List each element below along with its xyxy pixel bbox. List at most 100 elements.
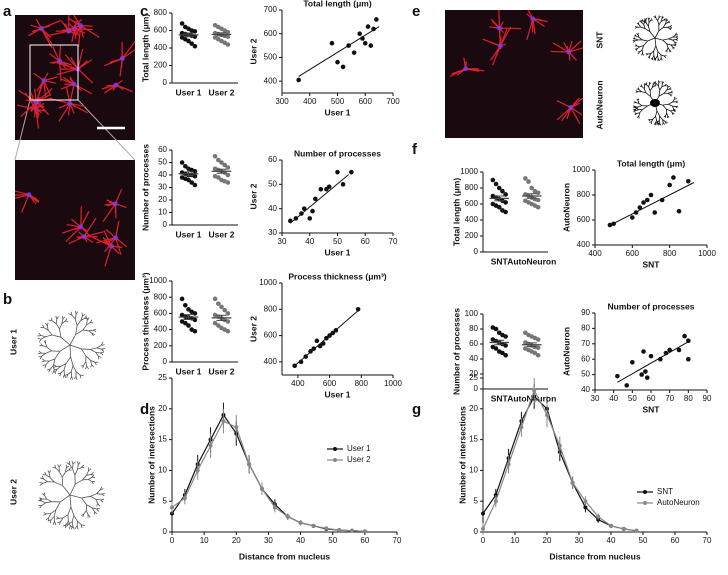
tracing	[72, 468, 76, 476]
tracing	[80, 364, 84, 367]
cell-process	[570, 107, 581, 125]
data-point	[667, 182, 672, 188]
tracing	[649, 87, 653, 92]
tracing	[60, 363, 66, 367]
cell-process	[57, 68, 79, 76]
tracing	[90, 359, 96, 363]
tracing	[72, 526, 75, 530]
cell-process	[556, 100, 572, 108]
tracing	[85, 361, 88, 367]
x-tick-label: 50	[328, 536, 337, 545]
data-point	[326, 184, 332, 190]
cell-process	[550, 50, 569, 53]
cell-process	[33, 101, 38, 118]
tracing	[76, 320, 82, 326]
tracing	[75, 329, 84, 335]
tracing	[56, 366, 61, 370]
tracing	[659, 115, 663, 120]
tracing	[661, 16, 664, 19]
y-tick-label: 20	[469, 369, 478, 378]
cell-process	[532, 18, 548, 23]
tracing	[77, 461, 79, 465]
tracing	[648, 26, 651, 32]
x-tick-label: 30	[591, 394, 600, 403]
y-axis-label: Number of intersections	[457, 406, 467, 504]
y-tick-label: 600	[465, 199, 479, 208]
tracing	[82, 313, 86, 317]
tracing	[100, 498, 105, 501]
tracing	[59, 328, 62, 338]
data-point	[630, 359, 635, 365]
tracing	[64, 374, 68, 376]
tracing	[653, 45, 657, 52]
data-point	[615, 373, 620, 379]
panel-label: a	[3, 3, 12, 20]
tracing	[658, 27, 664, 32]
tracing	[74, 479, 83, 485]
y-tick-label: 400	[264, 76, 278, 85]
tracing	[80, 317, 85, 321]
tracing	[665, 22, 669, 25]
tracing	[94, 511, 98, 515]
data-marker	[545, 412, 549, 417]
tracing	[59, 344, 71, 352]
x-axis-label: SNT	[643, 404, 661, 414]
data-marker	[583, 499, 588, 504]
data-point	[357, 31, 363, 37]
tracing	[655, 55, 658, 59]
tracing	[70, 365, 74, 372]
tracing	[94, 361, 97, 366]
y-tick-label: 40	[158, 170, 167, 179]
tracing	[658, 16, 661, 19]
tracing	[101, 493, 105, 497]
x-tick-label: 600	[626, 249, 640, 258]
legend-label: AutoNeuron	[657, 498, 700, 507]
tracing	[644, 28, 651, 33]
data-point	[340, 64, 346, 70]
method-label: SNT	[594, 31, 604, 49]
tracing	[68, 467, 72, 471]
tracing	[83, 361, 87, 366]
tracing	[665, 113, 668, 116]
tracing	[80, 315, 83, 321]
nucleus	[66, 28, 72, 34]
cell-process	[47, 30, 69, 37]
tracing	[62, 485, 71, 496]
tracing	[62, 514, 69, 519]
y-tick-label: 70	[581, 339, 590, 348]
y-axis-label: AutoNeuron	[561, 183, 571, 232]
cell-process	[568, 40, 582, 53]
nucleus	[496, 25, 502, 31]
tracing	[69, 334, 77, 346]
tracing	[655, 45, 659, 52]
tracing	[643, 24, 646, 29]
y-tick-label: 50	[581, 370, 590, 379]
x-tick-label: 70	[389, 237, 398, 246]
tracing	[637, 34, 640, 38]
y-tick-label: 0	[474, 384, 479, 393]
tracing	[88, 330, 93, 334]
y-tick-label: 80	[581, 324, 590, 333]
y-axis-label: Number of intersections	[146, 406, 156, 504]
tracing	[675, 36, 678, 39]
data-point	[676, 347, 682, 353]
data-marker	[221, 419, 226, 424]
data-point	[630, 215, 635, 220]
data-marker	[337, 528, 342, 533]
data-point	[192, 311, 198, 316]
tracing	[55, 323, 60, 330]
data-point	[355, 306, 361, 312]
cell-process	[449, 68, 466, 77]
tracing	[43, 478, 48, 483]
cell-process	[73, 83, 92, 95]
data-point	[368, 43, 374, 48]
tracing	[654, 37, 657, 46]
data-point	[526, 179, 531, 184]
tracing	[658, 80, 661, 83]
data-point	[362, 40, 368, 46]
tracing	[60, 336, 71, 346]
tracing	[83, 510, 87, 515]
tracing	[43, 513, 47, 516]
tracing	[670, 44, 674, 48]
tracing	[81, 464, 84, 468]
